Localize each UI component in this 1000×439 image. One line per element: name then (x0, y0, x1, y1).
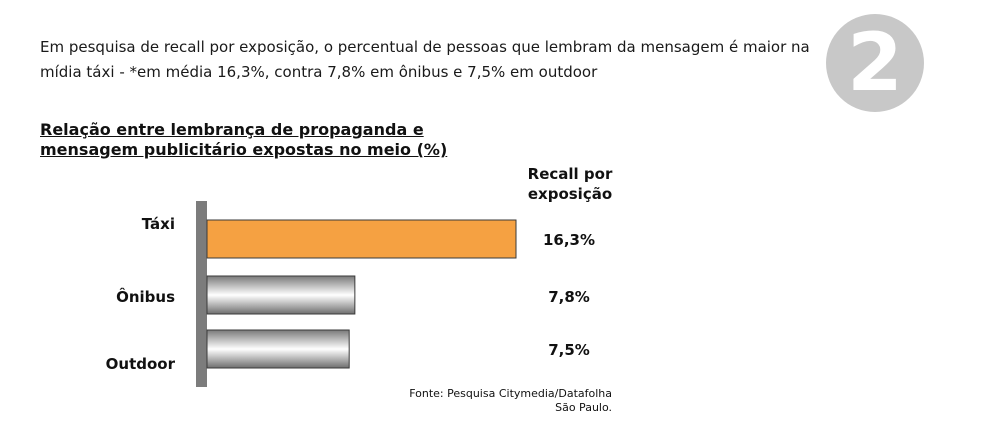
bar-taxi (206, 219, 517, 259)
intro-line-2: mídia táxi - *em média 16,3%, contra 7,8… (40, 63, 598, 81)
section-number: 2 (847, 16, 903, 109)
chart-axis-bar (196, 201, 207, 387)
value-column-header-line-1: Recall por (527, 165, 613, 183)
section-number-badge: 2 (826, 14, 924, 112)
source-note: Fonte: Pesquisa Citymedia/Datafolha São … (360, 387, 612, 415)
intro-text: Em pesquisa de recall por exposição, o p… (40, 35, 830, 85)
intro-line-1: Em pesquisa de recall por exposição, o p… (40, 38, 810, 56)
source-line-1: Fonte: Pesquisa Citymedia/Datafolha (409, 387, 612, 400)
value-label: 16,3% (543, 231, 595, 249)
category-label: Ônibus (116, 287, 175, 306)
chart-title: Relação entre lembrança de propaganda e … (40, 120, 500, 160)
value-column-header-line-2: exposição (527, 185, 613, 203)
bar-onibus (206, 275, 356, 315)
bar-outdoor (206, 329, 350, 369)
category-label: Outdoor (106, 355, 176, 373)
category-label: Táxi (142, 215, 175, 233)
value-label: 7,8% (548, 288, 590, 306)
chart-title-line-1: Relação entre lembrança de propaganda e (40, 120, 424, 139)
value-column-header: Recall por exposição (510, 164, 630, 204)
value-label: 7,5% (548, 341, 590, 359)
source-line-2: São Paulo. (555, 401, 612, 414)
chart-title-line-2: mensagem publicitário expostas no meio (… (40, 140, 448, 159)
